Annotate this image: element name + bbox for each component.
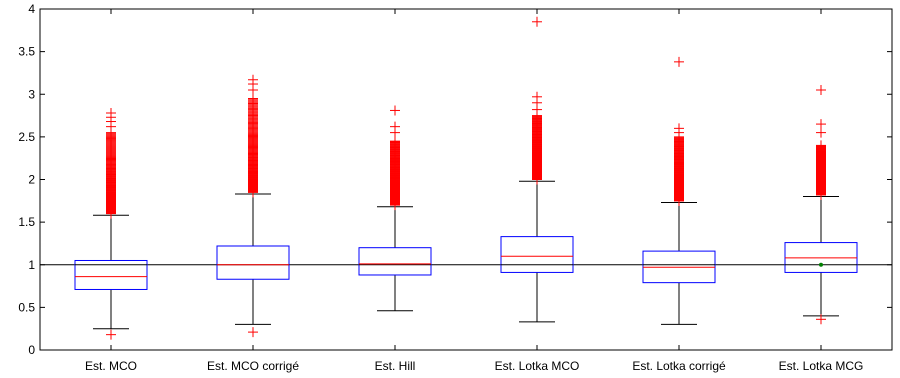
outlier-point [106, 329, 116, 340]
outlier-point [532, 91, 542, 102]
y-tick-label: 0.5 [18, 300, 35, 314]
outlier-point [248, 327, 258, 338]
outlier-point [816, 140, 826, 151]
outlier-point [816, 127, 826, 138]
outlier-point [390, 105, 400, 116]
outliers [674, 56, 684, 206]
x-tick-label: Est. MCO [85, 359, 137, 373]
box-iqr [500, 236, 574, 273]
box-4 [500, 16, 574, 323]
outlier-point [674, 123, 684, 134]
outlier-point [816, 84, 826, 95]
y-tick-label: 3 [28, 87, 35, 101]
outlier-point [248, 93, 258, 104]
outlier-point [816, 119, 826, 130]
outlier-point [390, 136, 400, 147]
outliers [106, 108, 116, 340]
box-1 [74, 108, 148, 340]
outlier-point [106, 108, 116, 119]
x-tick-label: Est. Lotka MCG [779, 359, 864, 373]
mean-marker [819, 262, 823, 267]
box-iqr [358, 247, 432, 276]
outlier-point [674, 56, 684, 67]
outliers [248, 74, 258, 338]
boxes [74, 16, 858, 340]
y-tick-label: 1 [28, 258, 35, 272]
x-tick-label: Est. Lotka MCO [495, 359, 580, 373]
box-5 [642, 56, 716, 325]
box-2 [216, 74, 290, 338]
outlier-point [248, 74, 258, 85]
outlier-point [390, 121, 400, 132]
box-6 [784, 84, 858, 325]
y-tick-label: 4 [28, 2, 35, 16]
y-tick-label: 1.5 [18, 215, 35, 229]
outliers [390, 105, 400, 211]
outlier-point [816, 314, 826, 325]
y-tick-label: 0 [28, 343, 35, 357]
plot-frame [39, 8, 893, 351]
x-tick-label: Est. Lotka corrigé [632, 359, 726, 373]
outlier-point [532, 16, 542, 27]
x-tick-label: Est. Hill [375, 359, 416, 373]
outliers [816, 84, 826, 325]
x-tick-label: Est. MCO corrigé [207, 359, 299, 373]
x-axis: Est. MCO Est. MCO corrigé Est. Hill Est. Lo… [85, 9, 863, 373]
y-tick-label: 2.5 [18, 130, 35, 144]
outliers [532, 16, 542, 185]
box-iqr [216, 245, 290, 280]
y-tick-label: 2 [28, 173, 35, 187]
y-axis: 0 0.5 1 1.5 2 2.5 3 3.5 4 [18, 2, 892, 357]
y-tick-label: 3.5 [18, 45, 35, 59]
box-3 [358, 105, 432, 312]
box-iqr [74, 259, 148, 290]
